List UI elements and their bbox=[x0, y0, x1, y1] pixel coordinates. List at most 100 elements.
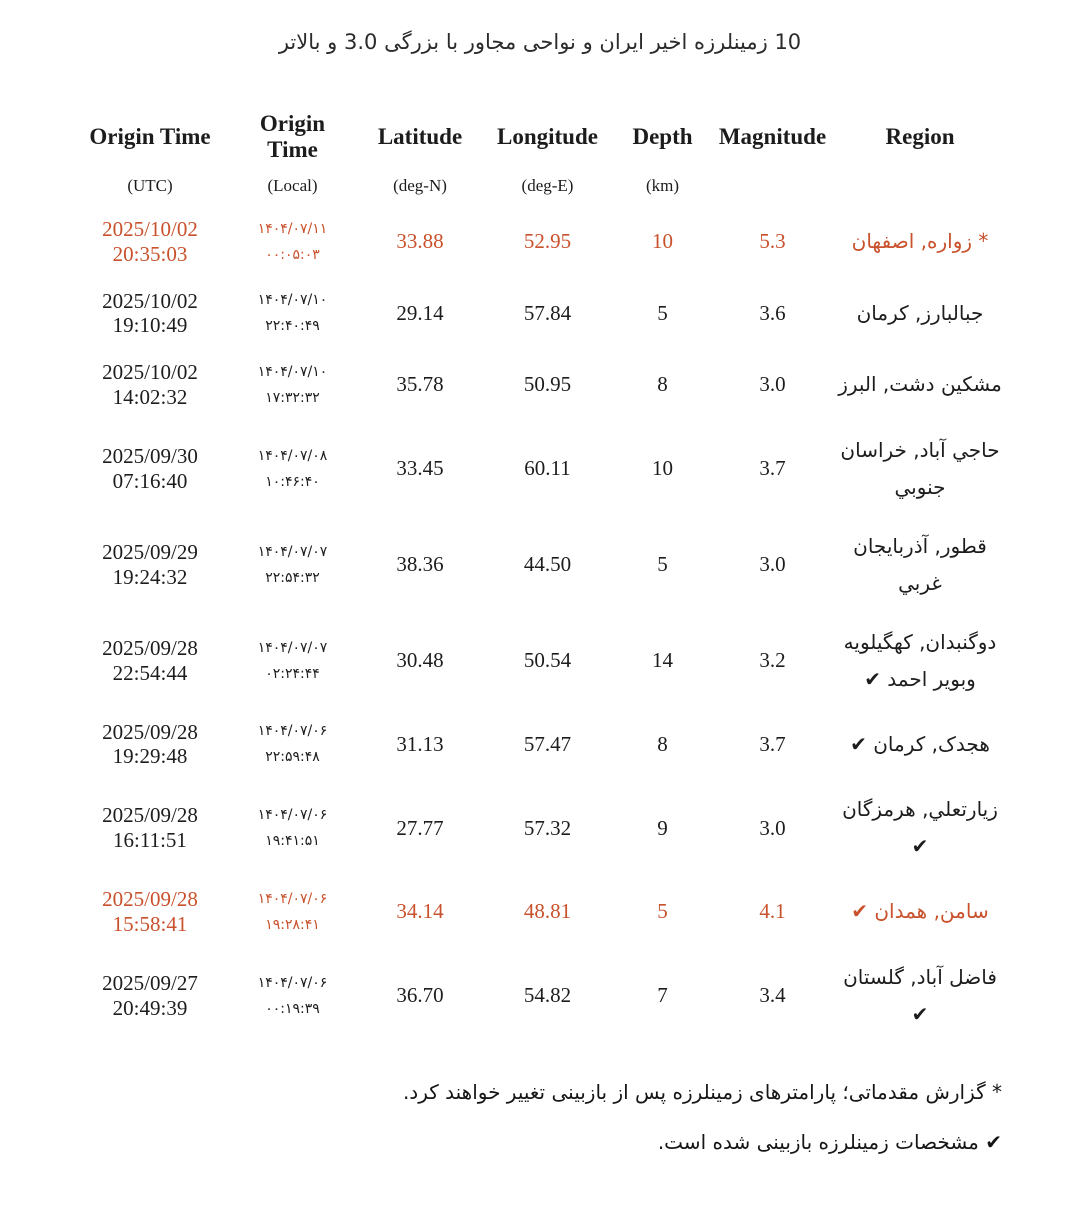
region-name: سامن, همدان ✔ bbox=[851, 899, 989, 924]
local-time: ۰۰:۰۵:۰۳ bbox=[265, 246, 320, 263]
latitude-cell: 30.48 bbox=[396, 648, 444, 673]
table-row: 2025/10/02 14:02:32 ۱۴۰۴/۰۷/۱۰ ۱۷:۳۲:۳۲ … bbox=[75, 349, 1005, 421]
utc-date: 2025/10/02 bbox=[102, 217, 198, 241]
local-time: ۱۹:۲۸:۴۱ bbox=[265, 916, 320, 933]
depth-cell: 8 bbox=[657, 731, 668, 756]
region-name: مشکین دشت, البرز bbox=[838, 372, 1002, 397]
local-date: ۱۴۰۴/۰۷/۱۰ bbox=[257, 292, 328, 309]
region-cell: * زواره, اصفهان bbox=[835, 206, 1005, 278]
local-time-cell: ۱۴۰۴/۰۷/۰۶ ۰۰:۱۹:۳۹ bbox=[225, 948, 360, 1044]
local-date: ۱۴۰۴/۰۷/۰۷ bbox=[257, 639, 328, 656]
region-name: زيارتعلي, هرمزگان ✔ bbox=[842, 797, 998, 859]
utc-time: 07:16:40 bbox=[112, 468, 188, 493]
depth-cell: 7 bbox=[657, 983, 668, 1008]
utc-time-cell: 2025/09/28 15:58:41 bbox=[75, 876, 225, 948]
column-unit: (km) bbox=[645, 176, 680, 195]
utc-time: 19:29:48 bbox=[112, 744, 188, 769]
utc-time-cell: 2025/09/30 07:16:40 bbox=[75, 421, 225, 517]
local-time-cell: ۱۴۰۴/۰۷/۰۶ ۱۹:۴۱:۵۱ bbox=[225, 780, 360, 876]
longitude-cell: 52.95 bbox=[523, 229, 572, 254]
local-time-cell: ۱۴۰۴/۰۷/۰۷ ۲۲:۵۴:۳۲ bbox=[225, 517, 360, 613]
local-time-cell: ۱۴۰۴/۰۷/۱۰ ۲۲:۴۰:۴۹ bbox=[225, 278, 360, 350]
longitude-cell: 57.84 bbox=[523, 300, 572, 325]
table-row: 2025/10/02 20:35:03 ۱۴۰۴/۰۷/۱۱ ۰۰:۰۵:۰۳ … bbox=[75, 206, 1005, 278]
earthquake-table: Origin Time (UTC) Origin Time (Local) La… bbox=[75, 98, 1005, 1044]
column-label: Magnitude bbox=[718, 124, 827, 150]
table-row: 2025/09/30 07:16:40 ۱۴۰۴/۰۷/۰۸ ۱۰:۴۶:۴۰ … bbox=[75, 421, 1005, 517]
utc-date: 2025/09/28 bbox=[102, 719, 198, 744]
local-time-cell: ۱۴۰۴/۰۷/۰۶ ۲۲:۵۹:۴۸ bbox=[225, 709, 360, 781]
utc-time: 15:58:41 bbox=[112, 911, 188, 936]
local-date: ۱۴۰۴/۰۷/۰۶ bbox=[257, 723, 328, 740]
utc-time: 20:35:03 bbox=[112, 241, 188, 266]
region-name: هجدک, کرمان ✔ bbox=[850, 731, 990, 756]
longitude-cell: 48.81 bbox=[523, 899, 572, 924]
column-header-origin-time-local: Origin Time (Local) bbox=[225, 98, 360, 206]
magnitude-cell: 3.2 bbox=[759, 648, 786, 673]
local-time: ۱۹:۴۱:۵۱ bbox=[265, 833, 320, 850]
footnote-reviewed: ✔ مشخصات زمینلرزه بازبینی شده است. bbox=[657, 1129, 1002, 1154]
region-cell: هجدک, کرمان ✔ bbox=[835, 709, 1005, 781]
magnitude-cell: 3.7 bbox=[759, 456, 786, 481]
footnote-preliminary: * گزارش مقدماتی؛ پارامترهای زمینلرزه پس … bbox=[402, 1079, 1002, 1104]
longitude-cell: 60.11 bbox=[524, 456, 571, 481]
region-name: حاجي آباد, خراسان جنوبي bbox=[840, 437, 1000, 499]
latitude-cell: 36.70 bbox=[396, 983, 444, 1008]
local-time: ۲۲:۴۰:۴۹ bbox=[265, 318, 320, 335]
column-header-magnitude: Magnitude bbox=[710, 98, 835, 206]
table-row: 2025/09/27 20:49:39 ۱۴۰۴/۰۷/۰۶ ۰۰:۱۹:۳۹ … bbox=[75, 948, 1005, 1044]
local-date: ۱۴۰۴/۰۷/۱۱ bbox=[257, 220, 328, 237]
column-header-origin-time-utc: Origin Time (UTC) bbox=[75, 98, 225, 206]
table-row: 2025/09/28 15:58:41 ۱۴۰۴/۰۷/۰۶ ۱۹:۲۸:۴۱ … bbox=[75, 876, 1005, 948]
column-unit: (deg-N) bbox=[393, 176, 447, 195]
local-time-cell: ۱۴۰۴/۰۷/۰۷ ۰۲:۲۴:۴۴ bbox=[225, 613, 360, 709]
longitude-cell: 50.54 bbox=[523, 648, 572, 673]
region-cell: قطور, آذربايجان غربي bbox=[835, 517, 1005, 613]
column-label: Region bbox=[885, 124, 955, 150]
local-date: ۱۴۰۴/۰۷/۰۶ bbox=[257, 974, 328, 991]
utc-time: 14:02:32 bbox=[112, 384, 188, 409]
column-unit bbox=[835, 176, 1005, 206]
local-time-cell: ۱۴۰۴/۰۷/۰۶ ۱۹:۲۸:۴۱ bbox=[225, 876, 360, 948]
region-name: * زواره, اصفهان bbox=[851, 229, 989, 254]
column-label: Longitude bbox=[497, 124, 598, 150]
column-unit: (Local) bbox=[267, 176, 318, 195]
region-cell: سامن, همدان ✔ bbox=[835, 876, 1005, 948]
latitude-cell: 31.13 bbox=[396, 731, 444, 756]
table-row: 2025/09/28 19:29:48 ۱۴۰۴/۰۷/۰۶ ۲۲:۵۹:۴۸ … bbox=[75, 709, 1005, 781]
region-cell: فاضل آباد, گلستان ✔ bbox=[835, 948, 1005, 1044]
table-row: 2025/09/28 22:54:44 ۱۴۰۴/۰۷/۰۷ ۰۲:۲۴:۴۴ … bbox=[75, 613, 1005, 709]
region-cell: دوگنبدان, کهگيلويه وبوير احمد ✔ bbox=[835, 613, 1005, 709]
magnitude-cell: 3.0 bbox=[759, 552, 786, 577]
footnotes: * گزارش مقدماتی؛ پارامترهای زمینلرزه پس … bbox=[0, 1080, 1002, 1154]
depth-cell: 9 bbox=[657, 815, 668, 840]
column-unit: (deg-E) bbox=[521, 176, 574, 195]
column-label: Origin Time bbox=[89, 124, 211, 150]
longitude-cell: 54.82 bbox=[523, 983, 572, 1008]
local-time: ۲۲:۵۴:۳۲ bbox=[265, 569, 320, 586]
table-row: 2025/09/29 19:24:32 ۱۴۰۴/۰۷/۰۷ ۲۲:۵۴:۳۲ … bbox=[75, 517, 1005, 613]
latitude-cell: 38.36 bbox=[396, 552, 444, 577]
utc-date: 2025/09/30 bbox=[102, 443, 198, 468]
region-name: دوگنبدان, کهگيلويه وبوير احمد ✔ bbox=[843, 629, 997, 691]
depth-cell: 5 bbox=[657, 899, 668, 924]
longitude-cell: 57.32 bbox=[523, 815, 572, 840]
region-name: قطور, آذربايجان غربي bbox=[853, 533, 987, 595]
region-cell: زيارتعلي, هرمزگان ✔ bbox=[835, 780, 1005, 876]
region-name: فاضل آباد, گلستان ✔ bbox=[843, 964, 997, 1026]
magnitude-cell: 3.4 bbox=[759, 983, 786, 1008]
utc-date: 2025/10/02 bbox=[102, 360, 198, 385]
utc-date: 2025/09/28 bbox=[102, 803, 198, 828]
utc-time-cell: 2025/10/02 19:10:49 bbox=[75, 278, 225, 350]
column-label: Origin Time bbox=[259, 111, 326, 162]
depth-cell: 14 bbox=[652, 648, 673, 673]
local-time-cell: ۱۴۰۴/۰۷/۱۱ ۰۰:۰۵:۰۳ bbox=[225, 206, 360, 278]
utc-time: 22:54:44 bbox=[112, 660, 188, 685]
local-date: ۱۴۰۴/۰۷/۰۸ bbox=[257, 447, 328, 464]
utc-date: 2025/09/27 bbox=[102, 970, 198, 995]
utc-time-cell: 2025/09/28 19:29:48 bbox=[75, 709, 225, 781]
magnitude-cell: 4.1 bbox=[759, 899, 786, 924]
utc-time: 19:10:49 bbox=[112, 313, 188, 338]
table-row: 2025/10/02 19:10:49 ۱۴۰۴/۰۷/۱۰ ۲۲:۴۰:۴۹ … bbox=[75, 278, 1005, 350]
longitude-cell: 44.50 bbox=[523, 552, 572, 577]
